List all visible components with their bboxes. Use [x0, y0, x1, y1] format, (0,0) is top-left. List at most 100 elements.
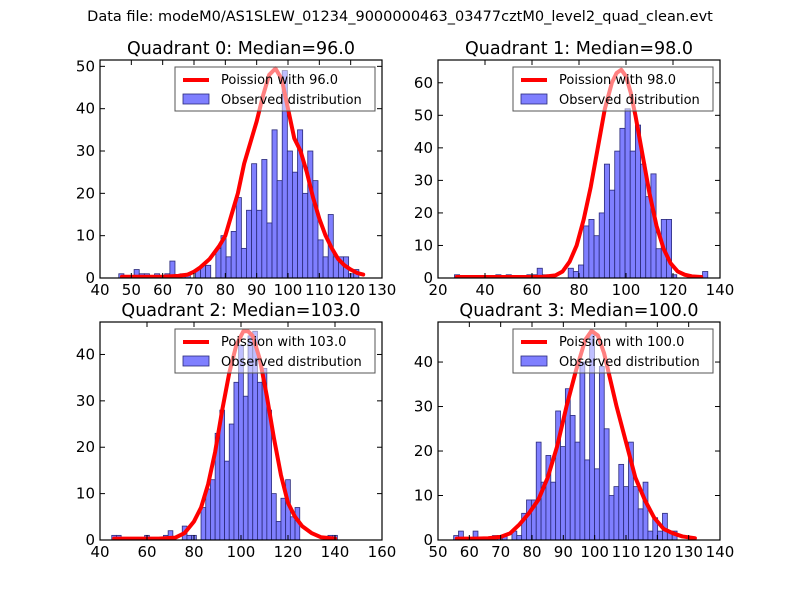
x-tick-label: 130	[368, 281, 397, 299]
histogram-bar	[289, 516, 296, 540]
x-tick-label: 90	[247, 281, 266, 299]
histogram-bar	[579, 361, 586, 540]
histogram-bar	[200, 507, 207, 540]
y-tick-label: 0	[423, 269, 433, 287]
y-tick-label: 40	[414, 139, 433, 157]
legend-box	[174, 66, 376, 112]
histogram-bar	[629, 150, 636, 278]
legend-bar-swatch	[520, 355, 548, 367]
histogram-bar	[307, 150, 314, 278]
histogram-bar	[642, 481, 649, 540]
histogram-bar	[256, 209, 263, 278]
y-tick-label: 50	[76, 57, 95, 75]
x-tick-label: 100	[227, 543, 256, 561]
y-tick-label: 0	[85, 269, 95, 287]
histogram-bar	[280, 497, 287, 540]
x-tick-label: 50	[122, 281, 141, 299]
y-tick-label: 20	[76, 184, 95, 202]
y-tick-label: 10	[414, 236, 433, 254]
histogram-bar	[266, 222, 273, 278]
legend-bar-swatch	[182, 93, 210, 105]
histogram-bar	[569, 415, 576, 540]
histogram-bar	[598, 212, 605, 278]
histogram-bar	[275, 521, 282, 540]
histogram-bar	[348, 273, 355, 278]
histogram-bar	[251, 163, 258, 278]
y-tick-label: 20	[414, 204, 433, 222]
y-tick-label: 40	[76, 345, 95, 363]
histogram-bar	[271, 493, 277, 540]
histogram-bar	[572, 271, 579, 278]
histogram-bar	[292, 171, 298, 278]
histogram-bar	[286, 150, 293, 278]
x-tick-label: 60	[153, 281, 172, 299]
histogram-bar	[623, 486, 629, 540]
histogram-bar	[598, 366, 605, 540]
histogram-bar	[671, 274, 678, 278]
figure-suptitle: Data file: modeM0/AS1SLEW_01234_90000004…	[87, 9, 713, 25]
legend-entry-observed: Observed distribution	[221, 93, 362, 108]
x-tick-label: 70	[184, 281, 203, 299]
subplot-quadrant-1: 20 40 60 80 100 120 140 0 10 20 30 40 50 60 Quadrant 1…	[414, 39, 734, 299]
axes-frame	[437, 321, 721, 541]
histogram-bar	[603, 428, 610, 540]
histogram-bar	[238, 344, 244, 540]
legend-entry-poisson: Poission with 96.0	[221, 73, 338, 88]
y-tick-label: 40	[414, 353, 433, 371]
x-tick-label: 60	[522, 281, 541, 299]
histogram-bar	[619, 127, 626, 278]
histogram-bar	[584, 459, 591, 540]
x-tick-label: 110	[612, 543, 641, 561]
x-tick-label: 140	[706, 543, 735, 561]
x-tick-label: 120	[274, 543, 303, 561]
legend-entry-observed: Observed distribution	[559, 93, 700, 108]
histogram-bar	[594, 468, 600, 540]
histogram-bar	[608, 495, 615, 540]
x-tick-label: 80	[184, 543, 203, 561]
histogram-bar	[186, 534, 193, 540]
x-tick-label: 60	[460, 543, 479, 561]
x-tick-label: 130	[674, 543, 703, 561]
axes-frame	[99, 59, 383, 279]
histogram-bar	[230, 231, 237, 278]
histogram-bar	[637, 508, 644, 540]
histogram-bar	[233, 381, 240, 540]
histogram-bar	[317, 239, 324, 278]
histogram-bar	[618, 463, 625, 540]
histogram-bar	[567, 267, 574, 278]
histogram-bar	[588, 219, 595, 278]
y-tick-label: 20	[414, 442, 433, 460]
histogram-bar	[516, 535, 523, 540]
histogram-bar	[257, 381, 263, 540]
x-tick-label: 80	[522, 543, 541, 561]
y-tick-label: 10	[76, 227, 95, 245]
y-tick-label: 0	[423, 531, 433, 549]
legend-bar-swatch	[520, 93, 548, 105]
histogram-bar	[614, 150, 621, 278]
histogram-bar	[603, 163, 610, 278]
legend: Poission with 103.0 Observed distribution	[174, 328, 376, 374]
histogram-bar	[322, 256, 329, 278]
x-tick-label: 100	[612, 281, 641, 299]
y-tick-label: 0	[85, 531, 95, 549]
x-tick-label: 80	[216, 281, 235, 299]
histogram-bar	[205, 264, 212, 278]
histogram-bar	[583, 225, 590, 278]
x-tick-label: 100	[580, 543, 609, 561]
x-tick-label: 120	[659, 281, 688, 299]
subplot-title: Quadrant 2: Median=103.0	[121, 301, 360, 321]
histogram-bar	[613, 486, 620, 540]
x-tick-label: 40	[90, 281, 109, 299]
histogram-bar	[550, 481, 557, 540]
histogram-bar	[228, 423, 235, 540]
y-tick-label: 30	[76, 142, 95, 160]
x-tick-label: 120	[643, 543, 672, 561]
histogram-bar	[574, 441, 581, 540]
histogram-bar	[271, 129, 278, 278]
x-tick-label: 40	[475, 281, 494, 299]
x-tick-label: 100	[274, 281, 303, 299]
y-tick-label: 10	[76, 485, 95, 503]
histogram-bar	[560, 446, 566, 540]
x-tick-label: 40	[90, 543, 109, 561]
